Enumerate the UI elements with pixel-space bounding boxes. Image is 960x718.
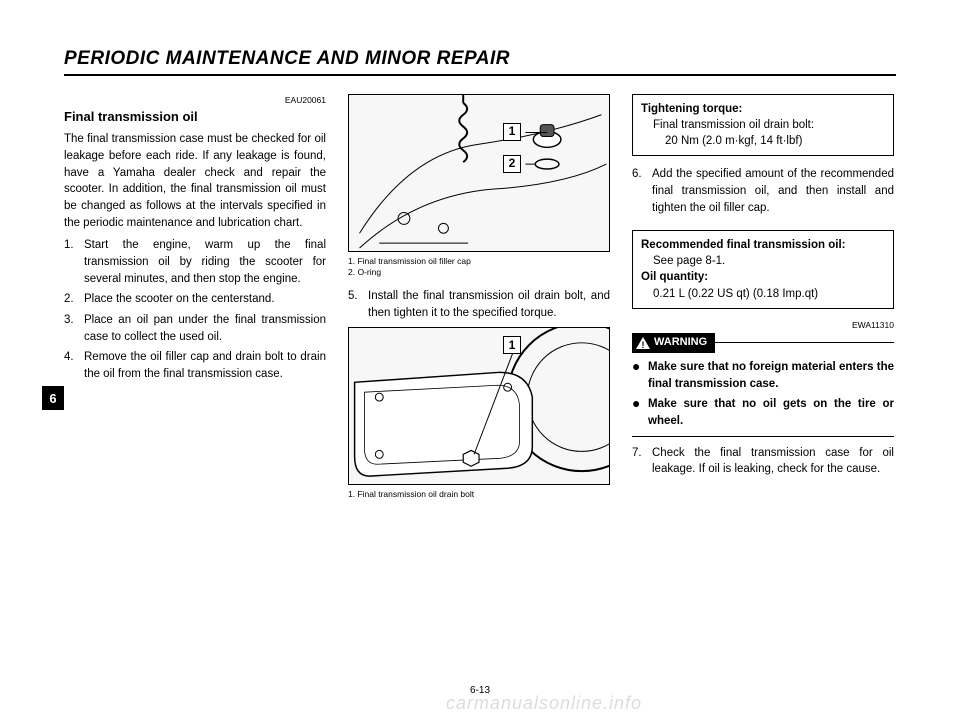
column-1: EAU20061 Final transmission oil The fina… — [64, 94, 326, 510]
warning-header: ! WARNING — [632, 333, 894, 353]
procedure-steps: 7.Check the final transmission case for … — [632, 445, 894, 478]
step-item: 4.Remove the oil filler cap and drain bo… — [64, 349, 326, 382]
figure-caption: 1. Final transmission oil drain bolt — [348, 489, 610, 500]
figure-illustration — [349, 95, 609, 251]
bullet-icon: ● — [632, 359, 648, 392]
column-3: Tightening torque: Final transmission oi… — [632, 94, 894, 510]
oil-spec-box: Recommended final transmission oil: See … — [632, 230, 894, 308]
step-text: Place the scooter on the centers­tand. — [84, 291, 326, 308]
warning-item: ●Make sure that no foreign material ente… — [632, 359, 894, 392]
watermark-text: carmanualsonline.info — [64, 693, 960, 714]
bullet-icon: ● — [632, 396, 648, 429]
procedure-steps: 6.Add the specified amount of the recomm… — [632, 166, 894, 216]
figure-illustration — [349, 328, 609, 484]
intro-paragraph: The final transmission case must be chec… — [64, 131, 326, 231]
step-text: Place an oil pan under the final transmi… — [84, 312, 326, 345]
step-item: 6.Add the specified amount of the recomm… — [632, 166, 894, 216]
step-text: Remove the oil filler cap and drain bolt… — [84, 349, 326, 382]
step-text: Install the final transmission oil drain… — [368, 288, 610, 321]
column-2: 1 2 1. Final transmission oil filler cap… — [348, 94, 610, 510]
warning-text: Make sure that no oil gets on the tire o… — [648, 396, 894, 429]
step-item: 7.Check the final transmission case for … — [632, 445, 894, 478]
caption-line: 2. O-ring — [348, 267, 610, 278]
chapter-side-tab: 6 — [42, 386, 64, 410]
step-number: 7. — [632, 445, 652, 478]
step-text: Start the engine, warm up the final tran… — [84, 237, 326, 287]
box-item: Final transmission oil drain bolt: — [641, 117, 885, 133]
box-label: Oil quantity: — [641, 269, 885, 285]
step-number: 6. — [632, 166, 652, 216]
reference-code: EAU20061 — [64, 94, 326, 106]
box-value: 20 Nm (2.0 m·kgf, 14 ft·lbf) — [641, 133, 885, 149]
title-rule — [64, 74, 896, 76]
warning-label: WARNING — [654, 335, 707, 351]
manual-page: PERIODIC MAINTENANCE AND MINOR REPAIR 6 … — [0, 0, 960, 718]
figure-filler-cap: 1 2 — [348, 94, 610, 252]
warning-rule — [715, 342, 894, 343]
step-number: 5. — [348, 288, 368, 321]
warning-item: ●Make sure that no oil gets on the tire … — [632, 396, 894, 429]
step-item: 1.Start the engine, warm up the final tr… — [64, 237, 326, 287]
warning-list: ●Make sure that no foreign material ente… — [632, 359, 894, 430]
chapter-title: PERIODIC MAINTENANCE AND MINOR REPAIR — [64, 48, 896, 70]
callout-number: 2 — [503, 155, 521, 173]
step-number: 3. — [64, 312, 84, 345]
box-value: See page 8-1. — [641, 253, 885, 269]
box-value: 0.21 L (0.22 US qt) (0.18 Imp.qt) — [641, 286, 885, 302]
caption-line: 1. Final transmission oil filler cap — [348, 256, 610, 267]
step-text: Add the specified amount of the recommen… — [652, 166, 894, 216]
reference-code: EWA11310 — [632, 319, 894, 331]
warning-rule — [632, 436, 894, 437]
caption-line: 1. Final transmission oil drain bolt — [348, 489, 610, 500]
figure-caption: 1. Final transmission oil filler cap 2. … — [348, 256, 610, 278]
warning-badge: ! WARNING — [632, 333, 715, 353]
text-columns: EAU20061 Final transmission oil The fina… — [64, 94, 896, 510]
box-label: Recommended final transmission oil: — [641, 237, 885, 253]
section-heading: Final transmission oil — [64, 108, 326, 127]
callout-number: 1 — [503, 123, 521, 141]
warning-text: Make sure that no foreign material enter… — [648, 359, 894, 392]
step-text: Check the final transmission case for oi… — [652, 445, 894, 478]
callout-number: 1 — [503, 336, 521, 354]
step-item: 2.Place the scooter on the centers­tand. — [64, 291, 326, 308]
warning-triangle-icon: ! — [636, 337, 650, 349]
figure-drain-bolt: 1 — [348, 327, 610, 485]
step-number: 2. — [64, 291, 84, 308]
step-number: 4. — [64, 349, 84, 382]
step-item: 3.Place an oil pan under the final trans… — [64, 312, 326, 345]
step-item: 5.Install the final transmission oil dra… — [348, 288, 610, 321]
svg-text:!: ! — [642, 340, 645, 349]
procedure-steps: 1.Start the engine, warm up the final tr… — [64, 237, 326, 382]
step-number: 1. — [64, 237, 84, 287]
procedure-steps: 5.Install the final transmission oil dra… — [348, 288, 610, 321]
box-label: Tightening torque: — [641, 101, 885, 117]
torque-spec-box: Tightening torque: Final transmission oi… — [632, 94, 894, 156]
